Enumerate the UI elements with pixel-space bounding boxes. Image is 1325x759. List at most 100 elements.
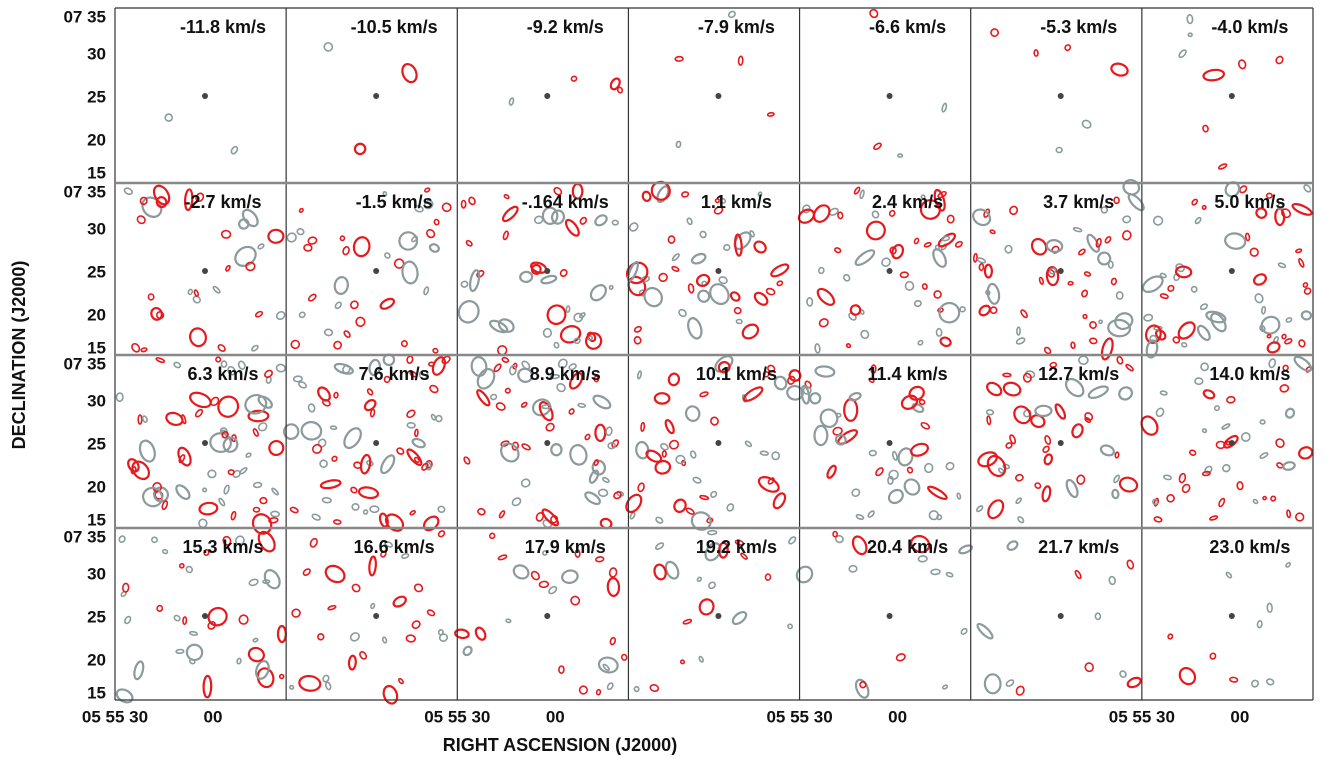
red-contour [343,330,351,338]
gray-contour [602,476,610,484]
gray-contour [1205,310,1227,324]
red-contour [681,191,690,198]
red-contour [609,77,621,91]
gray-contour [602,663,610,672]
gray-contour [1265,678,1275,686]
gray-contour [489,393,498,401]
gray-contour [686,217,693,226]
gray-contour [859,189,865,200]
gray-contour [888,469,899,480]
red-contour [393,258,405,269]
gray-contour [1155,407,1165,418]
gray-contour [1111,488,1120,500]
x-tick-label: 00 [1230,707,1249,726]
gray-contour [333,362,354,375]
gray-contour [1300,310,1313,321]
panel-label: 5.0 km/s [1214,192,1285,212]
gray-contour [334,301,342,310]
red-contour [1303,287,1312,295]
gray-contour [517,367,534,383]
gray-contour [565,305,571,313]
panel-label: 23.0 km/s [1209,537,1290,557]
red-contour [155,357,166,364]
red-contour [131,342,141,353]
red-contour [1126,676,1142,689]
red-contour [409,510,417,516]
gray-contour [286,232,297,243]
source-marker [1057,268,1064,274]
gray-contour [550,209,566,225]
red-contour [987,499,1005,520]
gray-contour [1201,428,1208,434]
red-contour [545,422,555,432]
gray-contour [381,636,388,644]
red-contour [1009,434,1017,445]
red-contour [606,577,621,597]
gray-contour [423,286,430,296]
red-contour [383,375,391,384]
gray-contour [300,420,323,441]
source-marker [1228,268,1235,274]
red-contour [986,381,1003,397]
red-contour [221,430,229,439]
red-contour [268,517,279,524]
gray-contour [629,511,636,520]
gray-contour [903,478,921,496]
gray-contour [588,469,600,484]
red-contour [380,550,387,558]
red-contour [1015,685,1025,696]
red-contour [203,549,210,556]
gray-contour [175,484,191,500]
red-contour [906,466,914,474]
gray-contour [871,210,880,219]
red-contour [530,570,540,581]
red-contour [131,460,151,481]
gray-contour [945,461,955,471]
red-contour [564,218,580,237]
gray-contour [384,252,391,259]
red-contour [1076,474,1086,485]
panel-label: 10.1 km/s [696,364,777,384]
red-contour [379,297,396,310]
gray-contour [435,414,443,423]
red-contour [546,304,567,326]
gray-contour [855,513,865,521]
gray-contour [275,363,287,373]
gray-contour [835,412,842,418]
red-contour [194,408,204,418]
red-contour [679,659,686,665]
y-tick-label: 07 35 [63,182,106,201]
gray-contour [118,535,126,543]
gray-contour [333,276,349,295]
gray-contour [185,565,194,574]
red-contour [1081,289,1089,298]
red-contour [311,443,323,454]
red-contour [1265,192,1273,199]
red-contour [1279,384,1290,393]
red-contour [147,293,155,301]
red-contour [1044,435,1052,445]
red-contour [501,205,519,223]
gray-contour [597,656,619,674]
gray-contour [550,443,563,457]
source-marker [1228,440,1235,446]
gray-contour [505,618,512,624]
gray-contour [418,370,429,380]
red-contour [177,446,192,467]
red-contour [342,246,350,256]
red-contour [1022,372,1032,383]
panel-label: -10.5 km/s [351,17,438,37]
gray-contour [606,682,614,691]
red-contour [437,530,446,538]
red-contour [1159,293,1169,300]
panel-label: -11.8 km/s [180,17,266,37]
red-contour [1295,248,1303,254]
red-contour [645,449,663,463]
red-contour [913,237,920,245]
y-tick-label: 30 [87,391,106,410]
red-contour [477,507,486,516]
red-contour [238,614,249,625]
gray-contour [488,319,509,334]
y-tick-label: 20 [87,650,106,669]
red-contour [333,340,343,350]
